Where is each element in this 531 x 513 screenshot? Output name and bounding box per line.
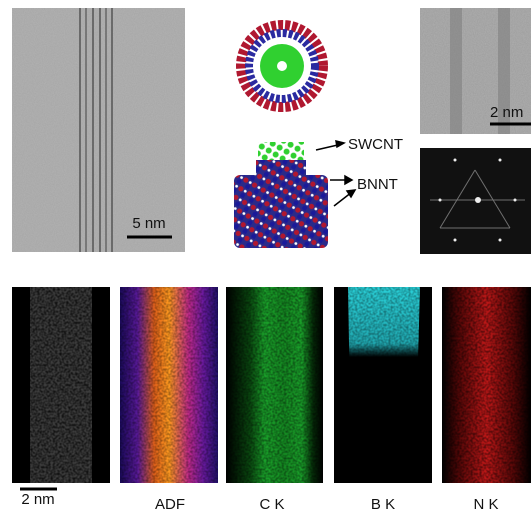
cross-section-model <box>241 25 323 107</box>
map-label: B K <box>371 496 395 513</box>
hrtem-image: 2 nm <box>420 8 531 134</box>
tube-model: SWCNT BNNT <box>234 136 403 248</box>
haadf-map <box>12 287 110 483</box>
model-label: SWCNT <box>348 136 403 153</box>
c-map <box>226 287 323 483</box>
map-label: ADF <box>155 496 185 513</box>
map-label: C K <box>259 496 284 513</box>
scale-label: 2 nm <box>21 491 54 508</box>
n-map <box>442 287 531 483</box>
fft-image <box>420 148 531 254</box>
figure: 5 nm SWCNT BNNT 2 nm <box>0 0 531 513</box>
adf-map <box>120 287 218 483</box>
scale-label: 5 nm <box>132 215 165 232</box>
map-label: N K <box>473 496 498 513</box>
scale-label: 2 nm <box>490 104 523 121</box>
tem-image: 5 nm <box>12 8 185 252</box>
b-map <box>334 287 432 483</box>
model-label: BNNT <box>357 176 398 193</box>
